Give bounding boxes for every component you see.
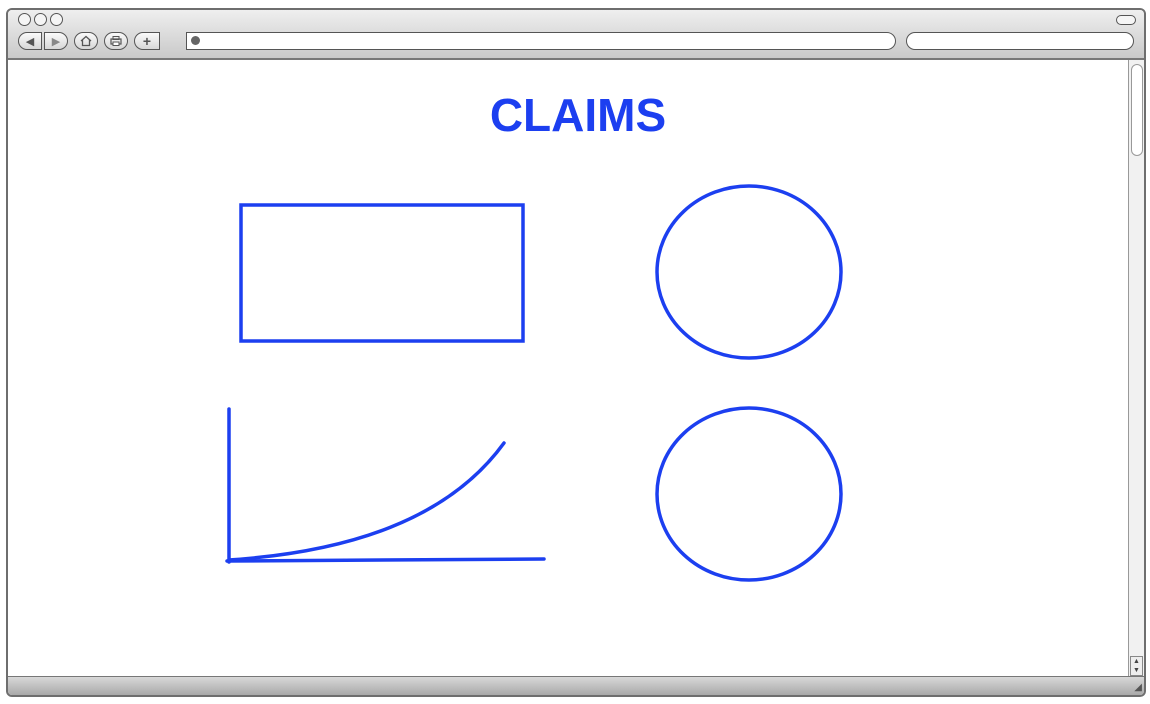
page-content: CLAIMS bbox=[8, 60, 1130, 678]
minimize-window-button[interactable] bbox=[34, 13, 47, 26]
status-bar: ◢ bbox=[8, 676, 1144, 695]
add-bookmark-button[interactable]: + bbox=[134, 32, 160, 50]
zoom-window-button[interactable] bbox=[50, 13, 63, 26]
print-icon bbox=[110, 36, 122, 46]
back-arrow-icon: ◀ bbox=[25, 35, 35, 48]
graph-x-axis bbox=[225, 557, 546, 563]
browser-window: ◀ ▶ + bbox=[6, 8, 1146, 697]
back-button[interactable]: ◀ bbox=[18, 32, 42, 50]
browser-toolbar: ◀ ▶ + bbox=[8, 10, 1144, 60]
circle-shape-top bbox=[655, 184, 843, 360]
globe-icon bbox=[191, 36, 200, 45]
rectangle-shape bbox=[239, 203, 525, 343]
scroll-arrows[interactable]: ▲ ▼ bbox=[1130, 656, 1143, 676]
vertical-scrollbar[interactable]: ▲ ▼ bbox=[1128, 60, 1144, 678]
circle-shape-bottom bbox=[655, 406, 843, 582]
sketch-canvas bbox=[225, 184, 843, 582]
page-title: CLAIMS bbox=[489, 89, 667, 141]
curve-graph-sketch bbox=[225, 407, 546, 564]
close-window-button[interactable] bbox=[18, 13, 31, 26]
forward-button[interactable]: ▶ bbox=[44, 32, 68, 50]
window-controls bbox=[18, 13, 63, 26]
home-icon bbox=[80, 35, 92, 47]
forward-arrow-icon: ▶ bbox=[51, 35, 61, 48]
print-button[interactable] bbox=[104, 32, 128, 50]
search-field[interactable] bbox=[906, 32, 1134, 50]
scroll-up-icon[interactable]: ▲ bbox=[1133, 658, 1140, 665]
graph-growth-curve bbox=[227, 441, 506, 562]
address-bar[interactable] bbox=[186, 32, 896, 50]
plus-icon: + bbox=[142, 33, 152, 49]
scrollbar-thumb[interactable] bbox=[1131, 64, 1143, 156]
navigation-bar: ◀ ▶ + bbox=[18, 32, 160, 50]
home-button[interactable] bbox=[74, 32, 98, 50]
scroll-down-icon[interactable]: ▼ bbox=[1133, 667, 1140, 674]
resize-grip-icon[interactable]: ◢ bbox=[1134, 682, 1142, 693]
toolbar-toggle-button[interactable] bbox=[1116, 15, 1136, 25]
